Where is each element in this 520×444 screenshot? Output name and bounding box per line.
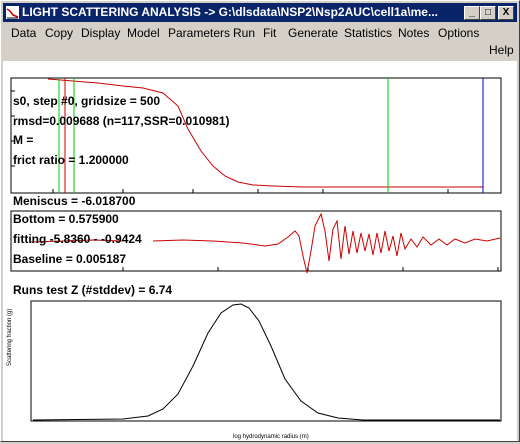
menu-model[interactable]: Model <box>127 26 160 40</box>
menu-fit[interactable]: Fit <box>263 26 277 40</box>
runs-test-label: Runs test Z (#stddev) = 6.74 <box>13 283 172 297</box>
menu-generate[interactable]: Generate <box>288 26 339 40</box>
menu-run[interactable]: Run <box>233 26 256 40</box>
top-plot-frame <box>10 77 502 194</box>
m-label: M = <box>13 133 33 147</box>
residual-trace-left <box>30 239 124 243</box>
baseline-label: Baseline = 0.005187 <box>13 252 126 266</box>
frict-label: frict ratio = 1.200000 <box>13 153 129 167</box>
menu-help[interactable]: Help <box>489 43 514 57</box>
distribution-plot-frame <box>30 300 502 422</box>
menu-notes[interactable]: Notes <box>398 26 430 40</box>
step-label: s0, step #0, gridsize = 500 <box>13 94 160 108</box>
menu-parameters[interactable]: Parameters <box>168 26 231 40</box>
menu-bar: Data Copy Display Model Parameters Run F… <box>3 24 517 60</box>
maximize-button[interactable]: □ <box>480 6 496 20</box>
residual-trace <box>152 212 501 274</box>
menu-data[interactable]: Data <box>11 26 37 40</box>
plot-area: Scattering fraction (g) log hydrodynamic… <box>3 61 517 441</box>
distribution-xlabel: log hydrodynamic radius (m) <box>233 434 309 440</box>
minimize-button[interactable]: _ <box>464 6 480 20</box>
residual-plot-frame <box>10 210 502 272</box>
app-icon <box>6 6 19 19</box>
residual-ticks <box>122 267 499 271</box>
fitting-label: fitting -5.8360 - -0.9424 <box>13 232 142 246</box>
distribution-curve <box>32 303 500 421</box>
window-title: LIGHT SCATTERING ANALYSIS -> G:\dlsdata\… <box>22 5 438 19</box>
menu-options[interactable]: Options <box>438 26 480 40</box>
data-trace-top <box>47 78 483 188</box>
meniscus-label: Meniscus = -6.018700 <box>13 194 136 208</box>
distribution-ylabel: Scattering fraction (g) <box>7 309 13 366</box>
rmsd-label: rmsd=0.009688 (n=117,SSR=0.010981) <box>13 114 230 128</box>
bottom-label: Bottom = 0.575900 <box>13 212 119 226</box>
title-bar[interactable]: LIGHT SCATTERING ANALYSIS -> G:\dlsdata\… <box>3 3 517 22</box>
plots-canvas: Scattering fraction (g) log hydrodynamic… <box>7 77 502 440</box>
close-button[interactable]: X <box>498 6 514 20</box>
menu-display[interactable]: Display <box>81 26 121 40</box>
menu-copy[interactable]: Copy <box>45 26 74 40</box>
menu-statistics[interactable]: Statistics <box>344 26 393 40</box>
